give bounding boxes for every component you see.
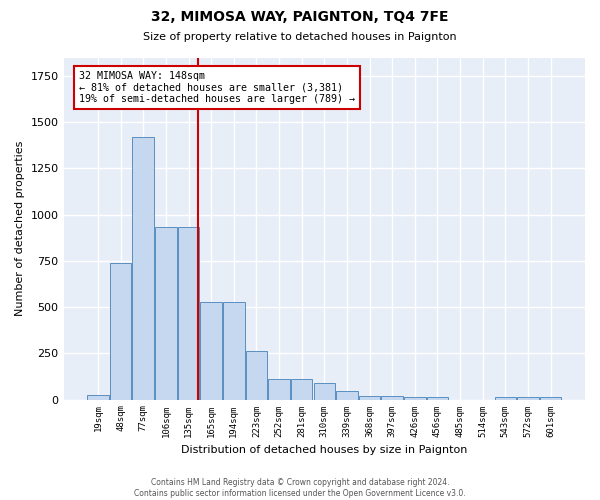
Text: 32 MIMOSA WAY: 148sqm
← 81% of detached houses are smaller (3,381)
19% of semi-d: 32 MIMOSA WAY: 148sqm ← 81% of detached … bbox=[79, 71, 355, 104]
Bar bbox=[133, 137, 154, 400]
Bar bbox=[87, 395, 109, 400]
Bar bbox=[359, 396, 380, 400]
Bar bbox=[155, 226, 176, 400]
Bar bbox=[540, 397, 561, 400]
Bar bbox=[110, 262, 131, 400]
Bar bbox=[404, 397, 425, 400]
Bar bbox=[382, 396, 403, 400]
Bar bbox=[268, 379, 290, 400]
Y-axis label: Number of detached properties: Number of detached properties bbox=[15, 141, 25, 316]
Bar bbox=[245, 350, 267, 400]
Bar bbox=[291, 379, 313, 400]
Bar bbox=[314, 383, 335, 400]
Bar bbox=[427, 397, 448, 400]
Text: 32, MIMOSA WAY, PAIGNTON, TQ4 7FE: 32, MIMOSA WAY, PAIGNTON, TQ4 7FE bbox=[151, 10, 449, 24]
Bar bbox=[200, 302, 222, 400]
Bar bbox=[517, 397, 539, 400]
Bar bbox=[494, 397, 516, 400]
Text: Contains HM Land Registry data © Crown copyright and database right 2024.
Contai: Contains HM Land Registry data © Crown c… bbox=[134, 478, 466, 498]
Bar bbox=[336, 391, 358, 400]
Bar bbox=[178, 226, 199, 400]
Bar bbox=[223, 302, 245, 400]
Text: Size of property relative to detached houses in Paignton: Size of property relative to detached ho… bbox=[143, 32, 457, 42]
X-axis label: Distribution of detached houses by size in Paignton: Distribution of detached houses by size … bbox=[181, 445, 467, 455]
